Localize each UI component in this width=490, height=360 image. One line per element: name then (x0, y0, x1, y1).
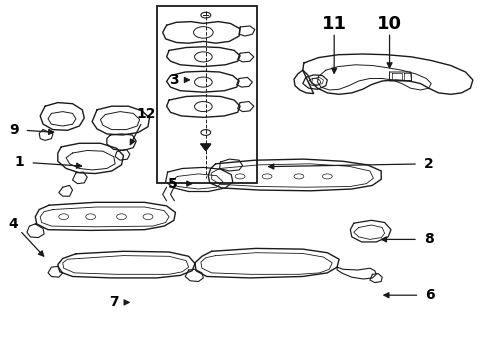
Bar (157, 6, 257, 183)
Text: 5: 5 (168, 177, 177, 190)
Text: 2: 2 (424, 157, 434, 171)
Text: 3: 3 (169, 73, 179, 87)
Text: 1: 1 (15, 155, 24, 169)
Text: 7: 7 (109, 296, 119, 309)
Text: 11: 11 (321, 15, 347, 33)
Text: 9: 9 (9, 123, 19, 136)
Polygon shape (201, 144, 211, 150)
Text: 4: 4 (9, 217, 19, 231)
Text: 10: 10 (377, 15, 402, 33)
Text: 6: 6 (425, 288, 435, 302)
Text: 8: 8 (424, 233, 434, 246)
Text: 12: 12 (136, 108, 156, 121)
